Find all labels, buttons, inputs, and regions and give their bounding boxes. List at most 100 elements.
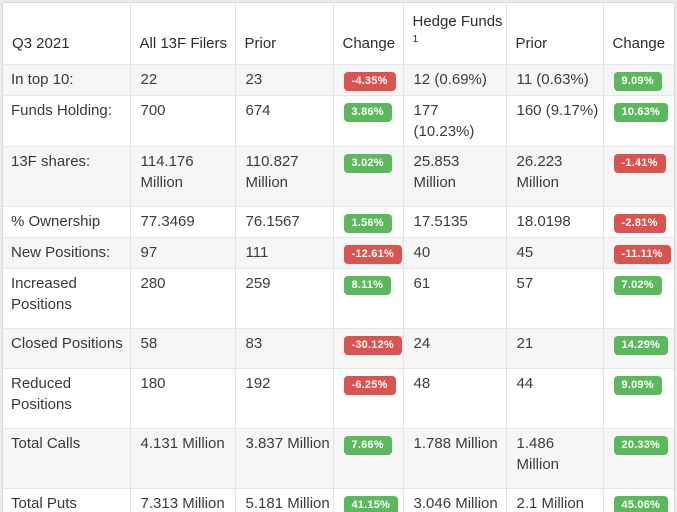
header-quarter: Q3 2021 bbox=[3, 3, 130, 65]
row-label: New Positions: bbox=[11, 244, 111, 261]
value-cell: 259 bbox=[234, 268, 333, 329]
value-cell: 2.1 Million bbox=[505, 488, 603, 512]
negative-change-badge: -4.35% bbox=[343, 72, 396, 91]
header-change-all-label: Change bbox=[342, 35, 396, 52]
value-cell: 58 bbox=[129, 328, 235, 369]
header-hedge-funds: Hedge Funds 1 bbox=[402, 3, 506, 65]
value-cell: 7.313 Million bbox=[129, 488, 235, 512]
change-cell: 7.02% bbox=[602, 268, 674, 329]
header-all-13f-filers: All 13F Filers bbox=[129, 3, 235, 65]
positive-change-badge: 7.66% bbox=[343, 436, 392, 455]
value-cell: 1.788 Million bbox=[402, 428, 506, 489]
13f-stats-table: Q3 2021 All 13F Filers Prior Change Hedg… bbox=[3, 3, 674, 512]
value-cell: 4.131 Million bbox=[129, 428, 235, 489]
value-cell: 18.0198 bbox=[505, 206, 603, 238]
value-cell: 3.837 Million bbox=[234, 428, 333, 489]
value-cell: 44 bbox=[505, 368, 603, 429]
value-cell: 11 (0.63%) bbox=[505, 64, 603, 96]
value-cell: 5.181 Million bbox=[234, 488, 333, 512]
change-cell: 20.33% bbox=[602, 428, 674, 489]
change-cell: 45.06% bbox=[602, 488, 674, 512]
positive-change-badge: 41.15% bbox=[343, 496, 399, 512]
table-row: New Positions: 97 111 -12.61% 40 45 -11.11% bbox=[3, 237, 674, 269]
value-cell: 48 bbox=[402, 368, 506, 429]
value-cell: 24 bbox=[402, 328, 506, 369]
value-cell: 21 bbox=[505, 328, 603, 369]
value-cell: 25.853 Million bbox=[402, 146, 506, 207]
table-row: Increased Positions 280 259 8.11% 61 57 7.02% bbox=[3, 268, 674, 329]
row-label: Total Puts bbox=[11, 495, 77, 512]
positive-change-badge: 14.29% bbox=[613, 336, 669, 355]
value-cell: 700 bbox=[129, 95, 235, 147]
row-label: Reduced Positions bbox=[11, 375, 72, 413]
negative-change-badge: -6.25% bbox=[343, 376, 396, 395]
value-cell: 3.046 Million bbox=[402, 488, 506, 512]
value-cell: 160 (9.17%) bbox=[505, 95, 603, 147]
row-label: Funds Holding: bbox=[11, 102, 112, 119]
header-change-hf-label: Change bbox=[612, 35, 666, 52]
header-change-all: Change bbox=[332, 3, 403, 65]
positive-change-badge: 10.63% bbox=[613, 103, 669, 122]
header-quarter-label: Q3 2021 bbox=[12, 35, 70, 52]
negative-change-badge: -30.12% bbox=[343, 336, 402, 355]
value-cell: 192 bbox=[234, 368, 333, 429]
positive-change-badge: 9.09% bbox=[613, 72, 662, 91]
change-cell: 7.66% bbox=[332, 428, 403, 489]
change-cell: 3.02% bbox=[332, 146, 403, 207]
value-cell: 26.223 Million bbox=[505, 146, 603, 207]
change-cell: 41.15% bbox=[332, 488, 403, 512]
change-cell: 14.29% bbox=[602, 328, 674, 369]
header-prior-all-label: Prior bbox=[244, 35, 277, 52]
negative-change-badge: -12.61% bbox=[343, 245, 402, 264]
value-cell: 97 bbox=[129, 237, 235, 269]
table-row: Total Calls 4.131 Million 3.837 Million 7.6… bbox=[3, 428, 674, 489]
positive-change-badge: 3.02% bbox=[343, 154, 392, 173]
change-cell: 9.09% bbox=[602, 64, 674, 96]
change-cell: -11.11% bbox=[602, 237, 674, 269]
value-cell: 17.5135 bbox=[402, 206, 506, 238]
header-all-13f-filers-label: All 13F Filers bbox=[139, 35, 228, 52]
change-cell: 1.56% bbox=[332, 206, 403, 238]
change-cell: -1.41% bbox=[602, 146, 674, 207]
change-cell: -12.61% bbox=[332, 237, 403, 269]
value-cell: 61 bbox=[402, 268, 506, 329]
change-cell: 10.63% bbox=[602, 95, 674, 147]
row-label: In top 10: bbox=[11, 71, 74, 88]
row-label: 13F shares: bbox=[11, 153, 91, 170]
positive-change-badge: 3.86% bbox=[343, 103, 392, 122]
row-label: % Ownership bbox=[11, 213, 101, 230]
value-cell: 23 bbox=[234, 64, 333, 96]
value-cell: 114.176 Million bbox=[129, 146, 235, 207]
header-hedge-funds-label: Hedge Funds bbox=[412, 13, 503, 30]
change-cell: 8.11% bbox=[332, 268, 403, 329]
negative-change-badge: -11.11% bbox=[613, 245, 671, 264]
value-cell: 76.1567 bbox=[234, 206, 333, 238]
positive-change-badge: 45.06% bbox=[613, 496, 669, 512]
row-label: Closed Positions bbox=[11, 335, 123, 352]
row-label: Total Calls bbox=[11, 435, 81, 452]
negative-change-badge: -1.41% bbox=[613, 154, 666, 173]
table-row: 13F shares: 114.176 Million 110.827 Millio… bbox=[3, 146, 674, 207]
table-row: Closed Positions 58 83 -30.12% 24 21 14.29% bbox=[3, 328, 674, 369]
change-cell: -30.12% bbox=[332, 328, 403, 369]
value-cell: 1.486 Million bbox=[505, 428, 603, 489]
table-row: Total Puts 7.313 Million 5.181 Million 41.1… bbox=[3, 488, 674, 512]
negative-change-badge: -2.81% bbox=[613, 214, 666, 233]
header-row: Q3 2021 All 13F Filers Prior Change Hedg… bbox=[3, 3, 674, 65]
change-cell: -6.25% bbox=[332, 368, 403, 429]
table-body: In top 10: 22 23 -4.35% 12 (0.69%) 11 (0.63%)… bbox=[3, 64, 674, 512]
value-cell: 83 bbox=[234, 328, 333, 369]
table-row: % Ownership 77.3469 76.1567 1.56% 17.5135 18.… bbox=[3, 206, 674, 238]
positive-change-badge: 9.09% bbox=[613, 376, 662, 395]
value-cell: 180 bbox=[129, 368, 235, 429]
value-cell: 110.827 Million bbox=[234, 146, 333, 207]
value-cell: 45 bbox=[505, 237, 603, 269]
change-cell: -4.35% bbox=[332, 64, 403, 96]
value-cell: 57 bbox=[505, 268, 603, 329]
value-cell: 280 bbox=[129, 268, 235, 329]
value-cell: 77.3469 bbox=[129, 206, 235, 238]
value-cell: 40 bbox=[402, 237, 506, 269]
hedge-funds-footnote-marker: 1 bbox=[412, 33, 419, 45]
value-cell: 177 (10.23%) bbox=[402, 95, 506, 147]
